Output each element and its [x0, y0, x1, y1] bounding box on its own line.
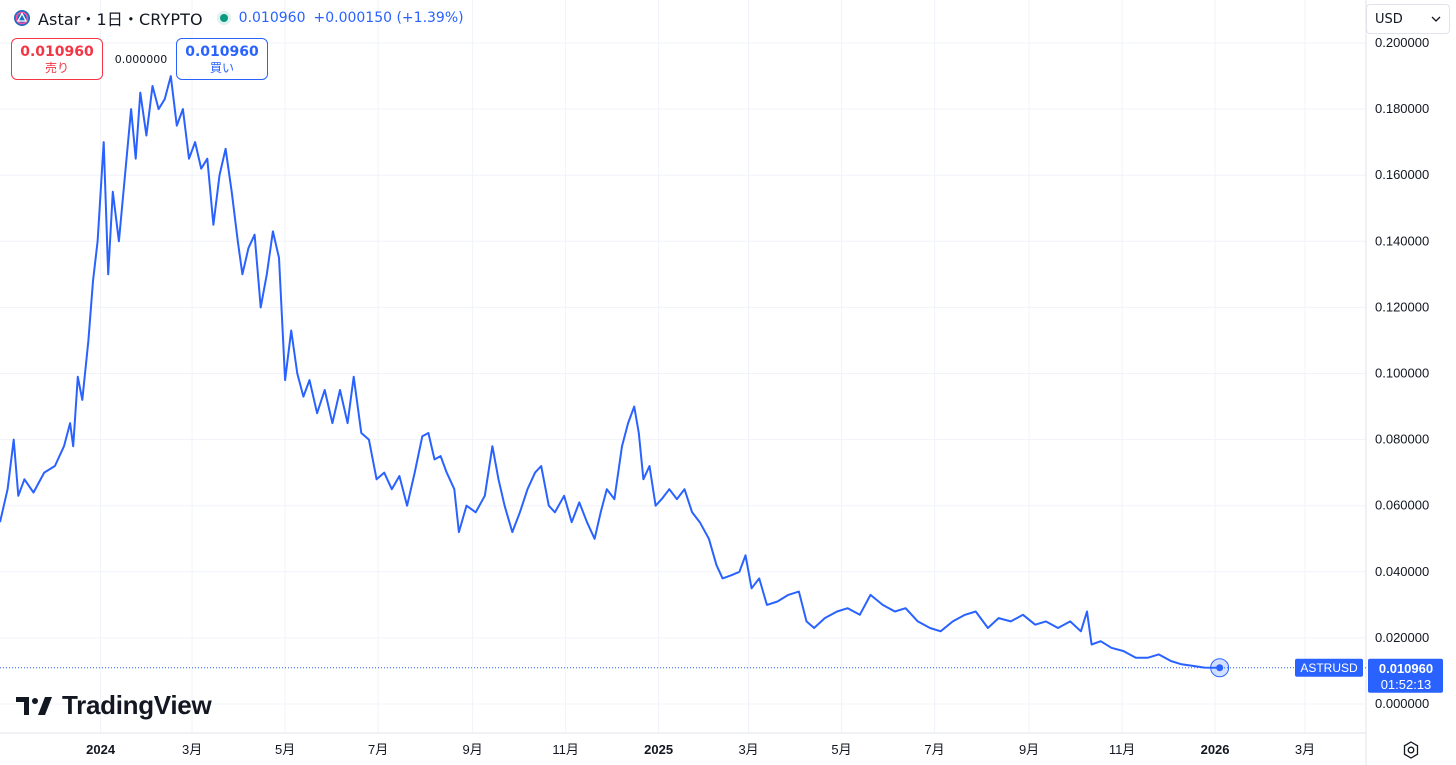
x-tick-label: 7月 — [368, 742, 388, 757]
y-tick-label: 0.140000 — [1375, 233, 1429, 248]
buy-button[interactable]: 0.010960 買い — [176, 38, 268, 80]
x-tick-label: 3月 — [182, 742, 202, 757]
chevron-down-icon — [1431, 16, 1441, 22]
x-tick-label: 5月 — [831, 742, 851, 757]
market-status-icon[interactable] — [216, 11, 231, 25]
y-tick-label: 0.040000 — [1375, 564, 1429, 579]
y-tick-label: 0.160000 — [1375, 167, 1429, 182]
symbol-title[interactable]: Astar・1日・CRYPTO — [38, 10, 203, 29]
last-point-marker — [1216, 664, 1224, 672]
symbol-header: Astar・1日・CRYPTO 0.010960 +0.000150 (+1.3… — [14, 6, 464, 30]
y-tick-label: 0.020000 — [1375, 630, 1429, 645]
buy-price: 0.010960 — [185, 44, 259, 60]
y-tick-label: 0.060000 — [1375, 498, 1429, 513]
currency-select[interactable]: USD — [1366, 4, 1450, 34]
x-tick-label: 3月 — [1295, 742, 1315, 757]
price-label-countdown: 01:52:13 — [1381, 677, 1432, 692]
y-tick-label: 0.120000 — [1375, 299, 1429, 314]
chart-grid — [0, 0, 1366, 733]
x-tick-label: 9月 — [1019, 742, 1039, 757]
currency-value: USD — [1375, 11, 1403, 27]
tradingview-logo-icon — [16, 696, 52, 715]
x-tick-label: 5月 — [275, 742, 295, 757]
tradingview-brand[interactable]: TradingView — [16, 690, 212, 721]
x-tick-label: 3月 — [738, 742, 758, 757]
settings-gear-icon[interactable] — [1401, 740, 1421, 760]
price-axis[interactable]: 0.000000 0.020000 0.040000 0.060000 0.080000… — [1375, 35, 1429, 711]
sell-price: 0.010960 — [20, 44, 94, 60]
sell-button[interactable]: 0.010960 売り — [11, 38, 103, 80]
series-line — [0, 75, 1220, 669]
y-tick-label: 0.000000 — [1375, 696, 1429, 711]
x-tick-label: 2026 — [1201, 742, 1230, 757]
y-tick-label: 0.200000 — [1375, 35, 1429, 50]
x-tick-label: 2025 — [644, 742, 673, 757]
last-price-label: ASTRUSD 0.010960 01:52:13 — [1295, 658, 1443, 693]
y-tick-label: 0.180000 — [1375, 101, 1429, 116]
y-tick-label: 0.100000 — [1375, 366, 1429, 381]
x-tick-label: 2024 — [86, 742, 116, 757]
symbol-label-box — [1295, 658, 1363, 677]
spread-value: 0.000000 — [114, 53, 168, 66]
price-label-box — [1368, 658, 1443, 693]
sell-label: 売り — [44, 61, 69, 75]
symbol-label: ASTRUSD — [1300, 661, 1358, 675]
price-label-value: 0.010960 — [1379, 661, 1433, 676]
header-change: +0.000150 (+1.39%) — [313, 10, 464, 26]
buy-label: 買い — [209, 61, 234, 75]
astar-logo-icon — [14, 10, 30, 26]
brand-name: TradingView — [62, 690, 212, 720]
time-axis[interactable]: 2024 3月 5月 7月 9月 11月 2025 3月 5月 7月 9月 11月 2026 3月 — [86, 742, 1315, 757]
x-tick-label: 9月 — [462, 742, 482, 757]
x-tick-label: 11月 — [552, 742, 579, 757]
x-tick-label: 11月 — [1109, 742, 1136, 757]
header-price: 0.010960 — [238, 10, 306, 26]
y-tick-label: 0.080000 — [1375, 432, 1429, 447]
x-tick-label: 7月 — [924, 742, 944, 757]
